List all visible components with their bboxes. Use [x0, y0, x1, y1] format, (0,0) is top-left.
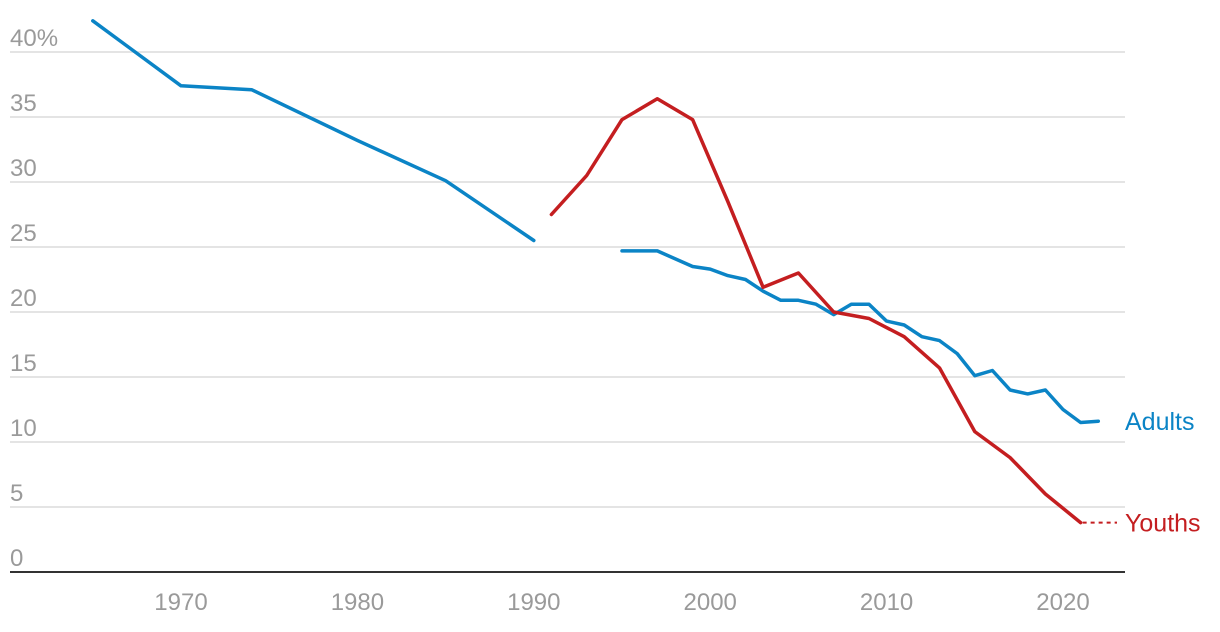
y-tick-label: 40%	[10, 25, 58, 52]
x-axis-tick-labels: 1970 1980 1990 2000 2010 2020	[154, 589, 1089, 616]
y-tick-label: 5	[10, 480, 23, 507]
series-line-youths	[549, 97, 1083, 525]
gridlines	[10, 51, 1125, 508]
series-label-adults: Adults	[1125, 408, 1194, 436]
series-lines	[91, 19, 1117, 525]
y-tick-label: 15	[10, 350, 37, 377]
series-label-youths: Youths	[1125, 510, 1201, 538]
y-axis-tick-labels: 40% 35 30 25 20 15 10 5 0	[10, 25, 58, 572]
x-tick-label: 1980	[331, 589, 384, 616]
y-tick-label: 0	[10, 545, 23, 572]
y-tick-label: 20	[10, 285, 37, 312]
x-tick-label: 2020	[1036, 589, 1089, 616]
x-tick-label: 1990	[507, 589, 560, 616]
x-tick-label: 1970	[154, 589, 207, 616]
series-line-adults	[91, 19, 536, 243]
x-tick-label: 2010	[860, 589, 913, 616]
y-tick-label: 35	[10, 90, 37, 117]
y-tick-label: 25	[10, 220, 37, 247]
y-tick-label: 10	[10, 415, 37, 442]
series-line-adults	[620, 249, 1101, 425]
series-labels: Adults Youths	[1125, 408, 1201, 537]
x-tick-label: 2000	[684, 589, 737, 616]
y-tick-label: 30	[10, 155, 37, 182]
